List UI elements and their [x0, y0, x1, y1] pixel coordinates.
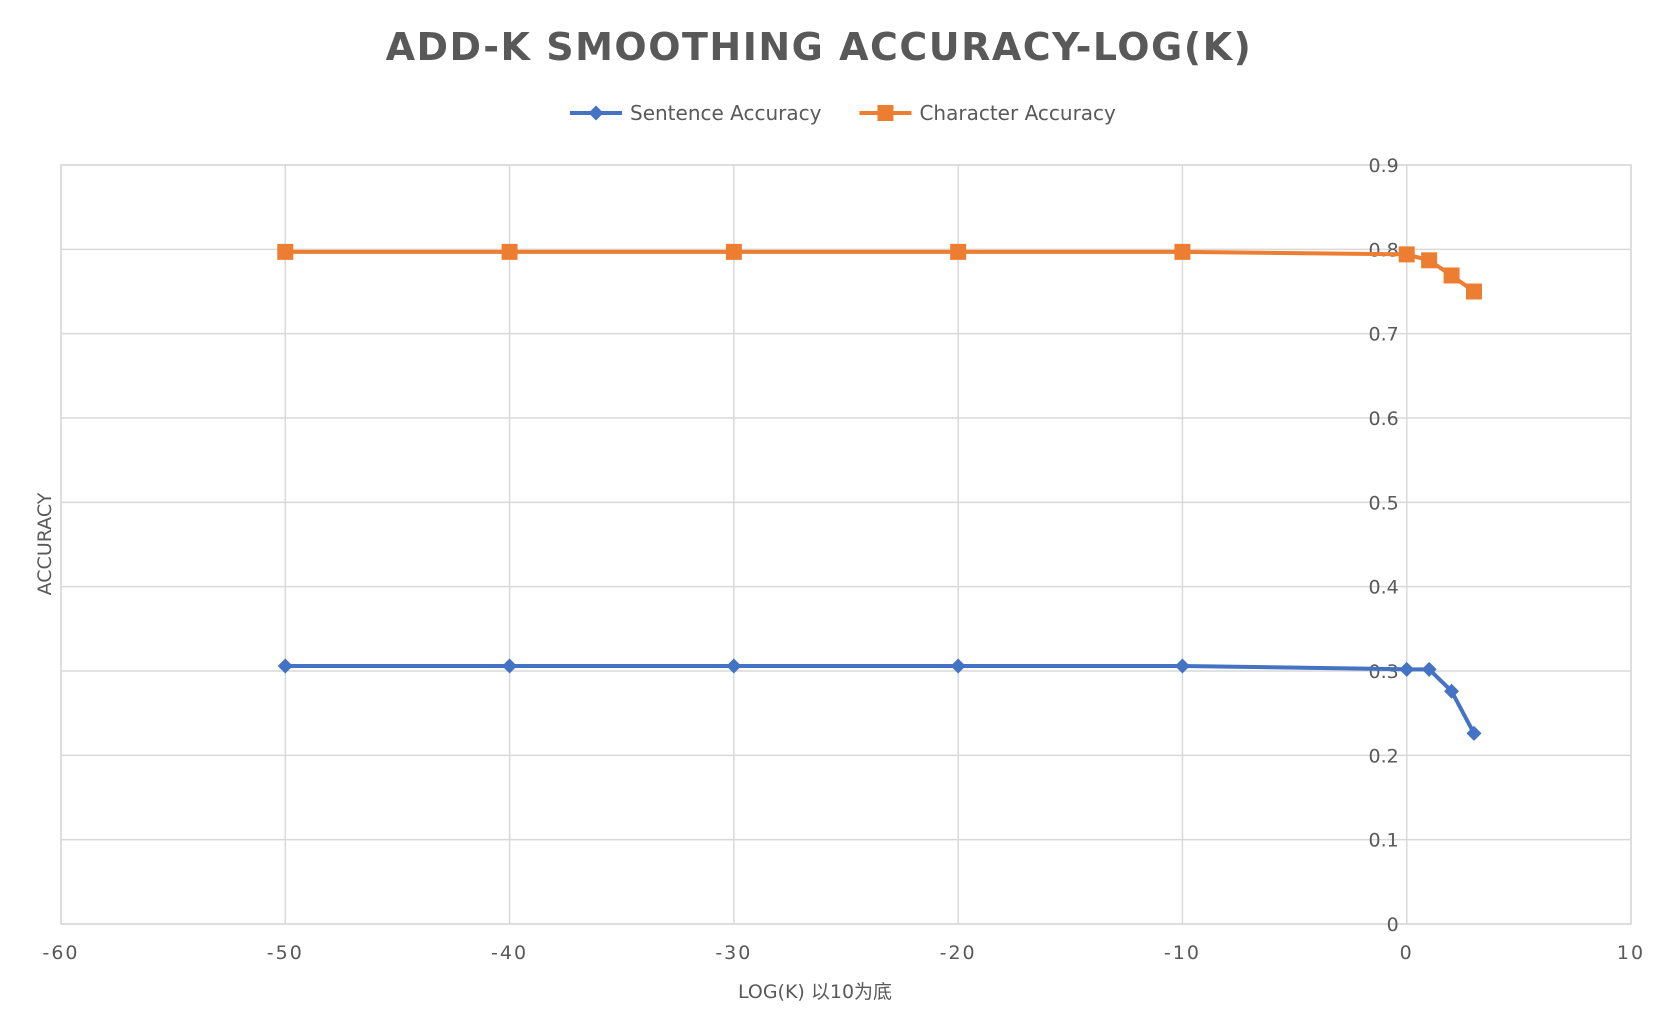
- x-tick-label: -30: [715, 942, 752, 964]
- data-point: [1398, 246, 1415, 263]
- legend-label: Sentence Accuracy: [630, 101, 822, 125]
- series-sentence-accuracy: [277, 658, 1482, 741]
- series: [277, 243, 1482, 741]
- x-tick-label: -60: [42, 942, 79, 964]
- data-point: [1443, 267, 1460, 284]
- y-axis: 0 0.1 0.2 0.3 0.4 0.5 0.6 0.7 0.8 0.9: [1368, 155, 1398, 936]
- legend-swatch-marker: [588, 105, 604, 121]
- data-point: [725, 243, 742, 260]
- y-tick-label: 0.1: [1368, 830, 1398, 852]
- data-point: [726, 658, 742, 674]
- y-tick-label: 0.3: [1368, 661, 1398, 683]
- y-tick-label: 0.9: [1368, 155, 1398, 177]
- legend-item: Character Accuracy: [859, 101, 1116, 125]
- data-point: [501, 243, 518, 260]
- data-point: [950, 658, 966, 674]
- data-point: [502, 658, 518, 674]
- series-character-accuracy: [277, 243, 1482, 300]
- legend-item: Sentence Accuracy: [570, 101, 822, 125]
- x-tick-label: -10: [1164, 942, 1201, 964]
- chart-title: ADD-K SMOOTHING ACCURACY-LOG(K): [386, 25, 1253, 69]
- data-point: [277, 243, 294, 260]
- data-point: [1421, 661, 1437, 677]
- x-axis-title: LOG(K) 以10为底: [738, 981, 892, 1003]
- x-tick-label: -40: [491, 942, 528, 964]
- x-tick-label: -50: [267, 942, 304, 964]
- data-point: [950, 243, 967, 260]
- data-point: [1421, 252, 1438, 269]
- gridlines: [60, 164, 1632, 925]
- x-tick-label: 0: [1400, 942, 1414, 964]
- series-line: [283, 249, 1476, 294]
- y-tick-label: 0: [1387, 914, 1399, 936]
- legend: Sentence Accuracy Character Accuracy: [570, 101, 1116, 125]
- y-tick-label: 0.8: [1368, 239, 1398, 261]
- series-line: [283, 663, 1476, 736]
- data-point: [277, 658, 293, 674]
- x-tick-label: 10: [1617, 942, 1645, 964]
- data-point: [1174, 658, 1190, 674]
- y-tick-label: 0.5: [1368, 492, 1398, 514]
- data-point: [1399, 661, 1415, 677]
- x-tick-label: -20: [940, 942, 977, 964]
- data-point: [1466, 283, 1482, 300]
- data-point: [1466, 725, 1482, 741]
- x-axis: -60 -50 -40 -30 -20 -10 0 10: [42, 942, 1645, 964]
- plot-area: [60, 164, 1632, 925]
- y-tick-label: 0.6: [1368, 408, 1398, 430]
- data-point: [1174, 243, 1191, 260]
- y-tick-label: 0.7: [1368, 324, 1398, 346]
- data-point: [1444, 683, 1460, 699]
- legend-label: Character Accuracy: [919, 101, 1116, 125]
- y-tick-label: 0.4: [1368, 577, 1398, 599]
- legend-swatch-marker: [877, 105, 894, 121]
- y-tick-label: 0.2: [1368, 745, 1398, 767]
- y-axis-title: ACCURACY: [34, 492, 56, 595]
